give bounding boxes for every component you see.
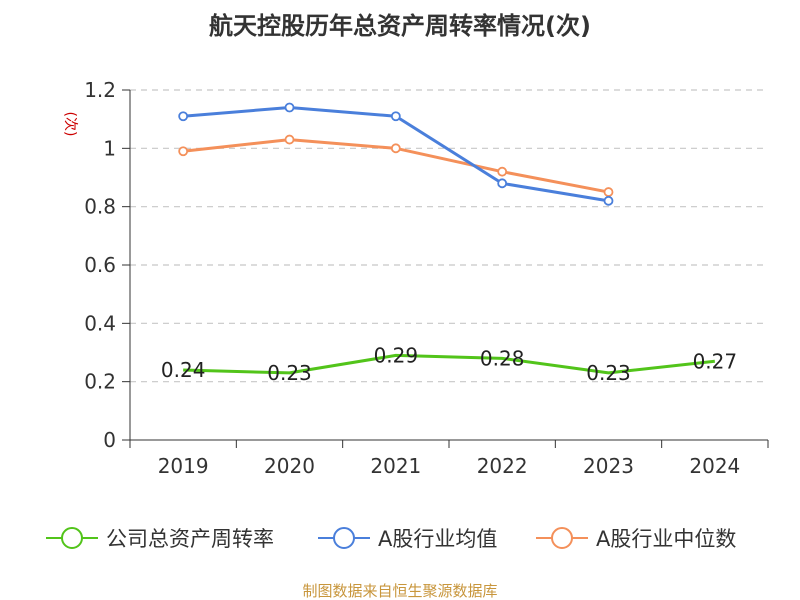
series-1 <box>178 102 614 206</box>
legend-item: 公司总资产周转率 <box>46 527 274 551</box>
series-line <box>183 106 609 203</box>
y-tick-label: 1 <box>103 136 116 160</box>
legend-label: 公司总资产周转率 <box>106 527 274 551</box>
series-layer: 0.24 0.23 0.29 0.28 0.23 0.27 <box>161 102 737 385</box>
data-label: 0.27 <box>693 349 738 373</box>
y-tick-label: 0.6 <box>84 253 116 277</box>
legend-swatch-marker <box>551 527 573 549</box>
chart-title: 航天控股历年总资产周转率情况(次) <box>209 12 591 40</box>
data-point <box>603 187 614 197</box>
y-tick-label: 1.2 <box>84 78 116 102</box>
x-tick-label: 2021 <box>370 454 421 478</box>
data-label: 0.29 <box>374 343 419 367</box>
data-point <box>284 134 295 145</box>
data-point <box>390 111 401 122</box>
legend-item: A股行业均值 <box>318 527 497 551</box>
data-point <box>178 146 189 157</box>
y-tick-label: 0 <box>103 428 116 452</box>
x-tick-label: 2020 <box>264 454 315 478</box>
y-tick-label: 0.2 <box>84 370 116 394</box>
y-axis-label: (次) <box>62 112 78 137</box>
series-0: 0.24 0.23 0.29 0.28 0.23 0.27 <box>161 343 737 385</box>
data-label: 0.28 <box>480 346 525 370</box>
source-note: 制图数据来自恒生聚源数据库 <box>302 582 497 600</box>
legend-swatch-marker <box>61 527 83 549</box>
y-tick-label: 0.8 <box>84 195 116 219</box>
axes: 0 0.2 0.4 0.6 0.8 1 1.2 2019 2020 2021 2022 2023 202… <box>84 78 769 478</box>
data-point <box>497 166 508 177</box>
series-2 <box>178 134 614 197</box>
data-point <box>390 143 401 154</box>
data-label: 0.24 <box>161 358 206 382</box>
data-point <box>497 178 508 189</box>
legend: 公司总资产周转率 A股行业均值 A股行业中位数 <box>46 527 736 551</box>
data-label: 0.23 <box>586 361 631 385</box>
data-label: 0.23 <box>267 361 312 385</box>
gridlines <box>130 89 768 383</box>
series-line <box>183 353 715 375</box>
y-tick-label: 0.4 <box>84 311 116 335</box>
legend-swatch-marker <box>333 527 355 549</box>
x-tick-label: 2023 <box>583 454 634 478</box>
data-point <box>178 111 189 122</box>
x-tick-label: 2022 <box>477 454 528 478</box>
legend-item: A股行业中位数 <box>536 527 736 551</box>
legend-label: A股行业均值 <box>378 527 497 551</box>
legend-label: A股行业中位数 <box>596 527 736 551</box>
x-tick-label: 2019 <box>158 454 209 478</box>
data-point <box>603 195 614 206</box>
data-point <box>284 102 295 113</box>
x-tick-label: 2024 <box>689 454 740 478</box>
